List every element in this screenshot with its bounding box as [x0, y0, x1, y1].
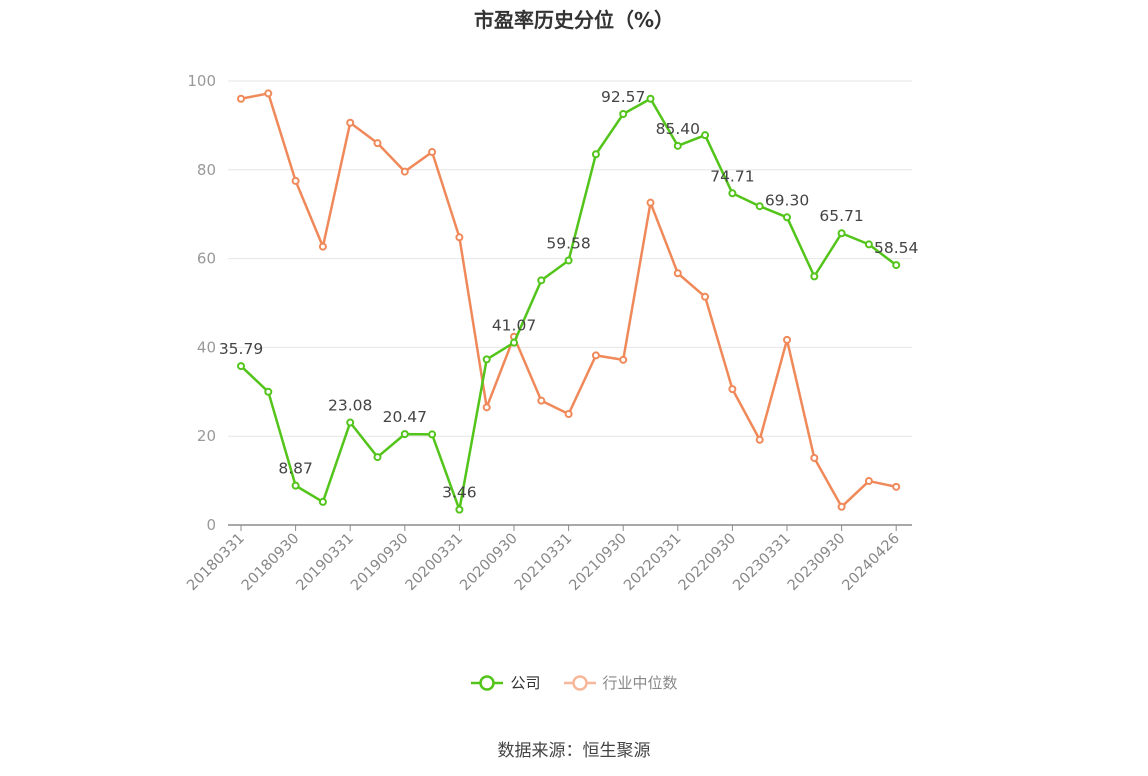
legend-item-industry[interactable]: 行业中位数	[563, 672, 678, 693]
x-tick-label: 20220331	[621, 531, 685, 595]
data-point	[482, 355, 491, 364]
data-point	[755, 435, 764, 444]
data-point	[346, 418, 355, 427]
data-point	[264, 89, 273, 98]
legend-industry-icon	[563, 674, 596, 691]
data-point	[864, 477, 873, 486]
data-point	[537, 276, 546, 285]
x-tick-label: 20180331	[184, 531, 248, 595]
data-label: 85.40	[656, 120, 700, 138]
data-point	[237, 94, 245, 103]
data-point	[264, 387, 273, 396]
y-tick-label: 20	[197, 427, 216, 445]
data-point	[455, 233, 464, 242]
data-point	[837, 502, 846, 511]
data-point	[510, 338, 518, 347]
data-label: 58.54	[874, 239, 918, 257]
legend-company-label: 公司	[510, 674, 541, 692]
data-point	[291, 176, 300, 185]
data-point	[564, 256, 573, 265]
data-label: 3.46	[442, 484, 477, 502]
data-point	[864, 240, 873, 249]
data-label: 65.71	[819, 207, 863, 225]
data-point	[783, 213, 791, 222]
data-point	[482, 403, 491, 412]
series-company	[237, 94, 901, 514]
data-point	[428, 430, 437, 439]
data-point	[373, 453, 382, 462]
data-point	[564, 410, 573, 418]
data-point	[455, 505, 464, 514]
data-point	[237, 362, 245, 371]
data-point	[701, 131, 710, 140]
data-point	[810, 272, 819, 281]
data-point	[400, 430, 409, 439]
series-line	[240, 92, 897, 509]
data-label: 59.58	[546, 234, 590, 252]
data-point	[318, 497, 327, 506]
data-point	[646, 94, 655, 103]
data-point	[373, 139, 382, 148]
data-point	[318, 242, 327, 251]
x-tick-label: 20240426	[840, 531, 904, 595]
data-point	[646, 198, 655, 207]
x-tick-label: 20180930	[239, 531, 303, 595]
data-point	[619, 355, 628, 364]
data-point	[400, 167, 409, 176]
data-label: 20.47	[383, 408, 427, 426]
legend: 公司 行业中位数	[0, 672, 1148, 693]
data-point	[619, 109, 628, 118]
data-label: 92.57	[601, 88, 645, 106]
data-point	[728, 385, 737, 394]
x-tick-label: 20220930	[676, 531, 740, 595]
data-label: 8.87	[278, 460, 313, 478]
data-label: 35.79	[219, 340, 263, 358]
x-tick-label: 20230930	[785, 531, 849, 595]
data-source-note: 数据来源：恒生聚源	[497, 741, 651, 761]
data-label: 74.71	[710, 167, 754, 185]
data-point	[783, 335, 791, 344]
x-tick-label: 20230331	[730, 531, 794, 595]
axes: 0 20 40 60 80 100 2018033120180930201903312019…	[184, 72, 912, 594]
data-point	[537, 396, 546, 405]
legend-item-company[interactable]: 公司	[470, 672, 541, 693]
x-tick-label: 20200331	[403, 531, 467, 595]
x-tick-label: 20190930	[348, 531, 412, 595]
data-label: 69.30	[765, 191, 809, 209]
data-point	[837, 229, 846, 238]
x-tick-label: 20200930	[457, 531, 521, 595]
data-point	[892, 261, 901, 270]
y-tick-label: 0	[206, 516, 216, 534]
data-point	[591, 351, 600, 360]
y-tick-label: 80	[197, 161, 216, 179]
data-point	[428, 148, 437, 157]
data-point	[591, 150, 600, 159]
data-point	[728, 189, 737, 198]
data-point	[892, 482, 901, 491]
legend-industry-label: 行业中位数	[602, 674, 678, 692]
data-point	[673, 141, 682, 150]
data-point	[810, 453, 819, 462]
data-labels: 35.79 8.87 23.08 20.47 3.46 41.07 59.58 92.57 85…	[219, 88, 919, 502]
x-tick-label: 20190331	[294, 531, 358, 595]
data-point	[291, 481, 300, 490]
y-tick-label: 100	[187, 72, 216, 90]
chart-title: 市盈率历史分位（%）	[473, 8, 675, 32]
data-label: 23.08	[328, 397, 372, 415]
series	[237, 89, 901, 514]
data-point	[701, 292, 710, 301]
data-point	[755, 202, 764, 211]
data-point	[346, 118, 355, 127]
x-tick-label: 20210930	[567, 531, 631, 595]
y-tick-label: 60	[197, 250, 216, 268]
series-line	[240, 97, 897, 511]
legend-company-icon	[471, 674, 504, 691]
data-label: 41.07	[492, 317, 536, 335]
y-tick-label: 40	[197, 338, 216, 356]
data-point	[673, 269, 682, 278]
series-industry	[237, 89, 901, 511]
x-tick-label: 20210331	[512, 531, 576, 595]
